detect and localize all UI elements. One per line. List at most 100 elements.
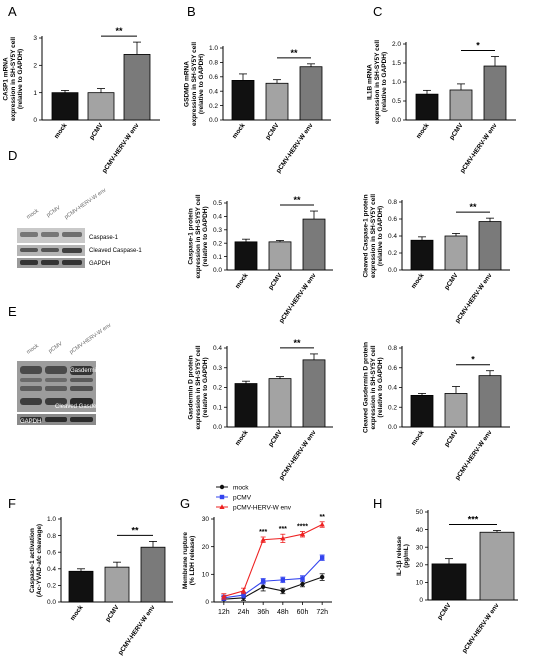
- y-axis-label: Caspase-1 proteinexpression in SH-SY5Y c…: [188, 194, 209, 278]
- significance-marker: **: [115, 26, 123, 36]
- x-tick-label: 48h: [277, 609, 289, 616]
- y-tick-label: 0: [419, 597, 423, 604]
- western-blot-d: mock pCMV pCMV-HERV-W env Caspase-1 Clea…: [17, 187, 142, 268]
- panel-letter-d: D: [8, 148, 17, 163]
- y-tick-label: 1.0: [392, 79, 401, 86]
- y-tick-label: 0.2: [388, 404, 397, 411]
- bar-pcmv-herv-w-env: [302, 218, 326, 271]
- y-tick-label: 0.4: [47, 566, 56, 573]
- legend-marker: [219, 494, 225, 500]
- blot-d-lane-label-mock: mock: [26, 208, 40, 221]
- y-tick-label: 0.6: [388, 216, 397, 223]
- series-line: [223, 524, 323, 597]
- y-axis-label-line: Gasdermin D protein: [188, 355, 195, 419]
- x-tick-label: pCMV: [267, 272, 284, 292]
- significance-marker: *: [471, 355, 475, 365]
- significance-marker: ****: [297, 523, 308, 530]
- data-point: [280, 535, 286, 541]
- y-axis-label: IL1B mRNAexpression in SH-SY5Y cell(rela…: [367, 40, 388, 124]
- x-tick-label: pCMV: [267, 429, 284, 449]
- western-blot-e: mock pCMV pCMV-HERV-W env Gasdermin D Cl…: [17, 322, 115, 425]
- series-pcmv-herv-w-env: [221, 521, 325, 600]
- bar-mock: [231, 80, 255, 121]
- legend-label: mock: [233, 484, 249, 491]
- data-point: [319, 521, 325, 527]
- data-point: [221, 593, 227, 599]
- chart-d2: 0.0 0.2 0.4 0.6 0.8 Cleaved Caspase-1 protein…: [363, 194, 510, 325]
- x-tick-label: pCMV-HERV-W env: [117, 604, 157, 657]
- y-axis-label: CASP1 mRNAexpression in SH-SY5Y cell(rel…: [3, 37, 24, 121]
- legend: mock pCMV pCMV-HERV-W env: [216, 484, 292, 511]
- x-tick-label: pCMV-HERV-W env: [278, 272, 318, 325]
- blot-e-band-label-gasdermin-d: Gasdermin D: [70, 368, 106, 374]
- x-tick-label: 24h: [238, 609, 250, 616]
- y-axis-label-line: (relative to GAPDH): [202, 357, 209, 417]
- y-tick-label: 0.4: [388, 385, 397, 392]
- y-axis-label-line: (Ac-YVAD-afc cleavage): [36, 524, 43, 597]
- x-tick-label: pCMV: [443, 272, 460, 292]
- y-tick-label: 10: [202, 572, 210, 579]
- blot-d-band-label-gapdh: GAPDH: [89, 261, 110, 267]
- y-tick-label: 20: [416, 562, 424, 569]
- x-tick-label: mock: [53, 122, 69, 140]
- x-tick-label: pCMV-HERV-W env: [461, 602, 501, 655]
- x-tick-label: pCMV: [436, 602, 453, 622]
- y-axis-label: Cleaved Gasdermin D proteinexpression in…: [363, 342, 384, 433]
- y-axis-label-line: expression in SH-SY5Y cell: [191, 42, 198, 126]
- y-tick-label: 0.6: [47, 549, 56, 556]
- y-axis-label-line: Cleaved Gasdermin D protein: [363, 342, 370, 433]
- chart-g: 0 10 20 30 Membrane rupture(% LDH release) 12…: [182, 484, 332, 616]
- series-pcmv: [221, 554, 325, 602]
- y-axis-label-line: IL-1β release: [396, 536, 403, 576]
- bar-pcmv-herv-w-env: [302, 359, 326, 428]
- significance-marker: **: [131, 525, 139, 535]
- y-axis-label-line: expression in SH-SY5Y cell: [195, 345, 202, 429]
- x-tick-label: pCMV-HERV-W env: [275, 122, 315, 175]
- legend-marker: [219, 504, 225, 509]
- blot-d-lane-label-pcmv: pCMV: [46, 205, 62, 219]
- bar-mock: [234, 383, 258, 428]
- data-point: [300, 581, 305, 587]
- y-tick-label: 0.8: [388, 345, 397, 352]
- x-tick-label: pCMV-HERV-W env: [454, 429, 494, 482]
- y-tick-label: 1.5: [392, 60, 401, 67]
- bar-mock: [51, 92, 79, 121]
- x-tick-label: 72h: [316, 609, 328, 616]
- data-point: [280, 588, 286, 594]
- y-tick-label: 0.4: [209, 88, 218, 95]
- y-axis-label-line: (relative to GAPDH): [202, 206, 209, 266]
- y-axis-label-line: expression in SH-SY5Y cell: [195, 194, 202, 278]
- y-tick-label: 0.3: [213, 227, 222, 234]
- blot-e-lane-label-env: pCMV-HERV-W env: [69, 322, 113, 355]
- series-mock: [221, 573, 325, 603]
- y-axis-label-line: (pg/mL): [403, 544, 410, 568]
- x-tick-label: pCMV: [264, 122, 281, 142]
- series-line: [223, 576, 323, 600]
- data-point: [299, 531, 306, 537]
- y-axis-label-line: expression in SH-SY5Y cell: [10, 37, 17, 121]
- y-axis-label-line: GSDMD mRNA: [184, 61, 191, 107]
- bar-pcmv-herv-w-env: [123, 54, 151, 121]
- y-axis-label: Cleaved Caspase-1 proteinexpression in S…: [363, 194, 384, 278]
- y-tick-label: 0.8: [388, 199, 397, 206]
- chart-b: 0.0 0.2 0.4 0.6 0.8 1.0 GSDMD mRNAexpression i…: [184, 42, 331, 175]
- y-tick-label: 0.0: [388, 267, 397, 274]
- blot-e-band-label-cleaved-gasdermin-d: Cleaved Gasdermin D: [55, 404, 115, 410]
- significance-marker: **: [293, 195, 301, 205]
- y-axis-label-line: expression in SH-SY5Y cell: [370, 194, 377, 278]
- bar-pcmv: [444, 235, 468, 271]
- y-tick-label: 0.2: [213, 385, 222, 392]
- y-tick-label: 0.8: [47, 533, 56, 540]
- y-tick-label: 0.0: [209, 117, 218, 124]
- panel-letter-g: G: [180, 496, 190, 511]
- significance-marker: **: [469, 202, 477, 212]
- y-axis-label-line: (relative to GAPDH): [377, 357, 384, 417]
- significance-marker: **: [290, 48, 298, 58]
- y-axis-label-line: Membrane rupture: [182, 532, 189, 589]
- x-tick-label: mock: [234, 429, 250, 447]
- bar-pcmv: [265, 82, 289, 121]
- y-tick-label: 20: [202, 544, 210, 551]
- y-tick-label: 2: [33, 63, 37, 70]
- x-tick-label: pCMV-HERV-W env: [459, 122, 499, 175]
- chart-e1: 0.0 0.1 0.2 0.3 0.4 Gasdermin D proteinexpres…: [188, 338, 333, 482]
